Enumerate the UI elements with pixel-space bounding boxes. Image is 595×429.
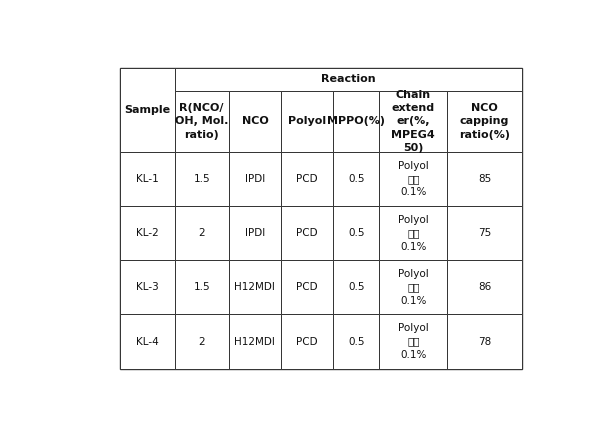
Bar <box>121 152 175 206</box>
Bar <box>333 152 379 206</box>
Bar <box>333 314 379 369</box>
Bar <box>121 314 175 369</box>
Text: 85: 85 <box>478 174 491 184</box>
Text: Polyol
대비
0.1%: Polyol 대비 0.1% <box>398 161 429 197</box>
Text: Sample: Sample <box>124 105 171 115</box>
Bar <box>281 152 333 206</box>
Text: NCO
capping
ratio(%): NCO capping ratio(%) <box>459 103 510 139</box>
Bar <box>175 91 229 152</box>
Text: PCD: PCD <box>296 174 318 184</box>
Bar <box>379 314 447 369</box>
Text: Polyol
대비
0.1%: Polyol 대비 0.1% <box>398 269 429 305</box>
Bar <box>229 206 281 260</box>
Bar <box>281 314 333 369</box>
Text: 75: 75 <box>478 228 491 239</box>
Text: IPDI: IPDI <box>245 228 265 239</box>
Bar <box>281 260 333 314</box>
Bar <box>281 206 333 260</box>
Bar <box>229 91 281 152</box>
Bar <box>175 206 229 260</box>
Text: 1.5: 1.5 <box>193 282 210 293</box>
Text: KL-1: KL-1 <box>136 174 159 184</box>
Bar <box>447 91 522 152</box>
Bar <box>333 206 379 260</box>
Bar <box>281 91 333 152</box>
Text: Reaction: Reaction <box>321 74 375 84</box>
Bar <box>447 260 522 314</box>
Text: 86: 86 <box>478 282 491 293</box>
Text: Polyol: Polyol <box>288 116 326 127</box>
Bar <box>175 152 229 206</box>
Text: PCD: PCD <box>296 228 318 239</box>
Text: Chain
extend
er(%,
MPEG4
50): Chain extend er(%, MPEG4 50) <box>392 90 435 153</box>
Bar <box>175 68 522 91</box>
Bar <box>333 91 379 152</box>
Text: PCD: PCD <box>296 282 318 293</box>
Text: 0.5: 0.5 <box>348 282 364 293</box>
Text: Polyol
대비
0.1%: Polyol 대비 0.1% <box>398 215 429 251</box>
Text: KL-4: KL-4 <box>136 336 159 347</box>
Bar <box>379 206 447 260</box>
Text: IPDI: IPDI <box>245 174 265 184</box>
Bar <box>379 152 447 206</box>
Text: NCO: NCO <box>242 116 268 127</box>
Bar <box>121 68 522 369</box>
Bar <box>121 68 175 152</box>
Text: PCD: PCD <box>296 336 318 347</box>
Text: 78: 78 <box>478 336 491 347</box>
Text: KL-3: KL-3 <box>136 282 159 293</box>
Bar <box>121 206 175 260</box>
Bar <box>229 314 281 369</box>
Bar <box>175 260 229 314</box>
Bar <box>379 260 447 314</box>
Text: 0.5: 0.5 <box>348 174 364 184</box>
Bar <box>229 260 281 314</box>
Bar <box>229 152 281 206</box>
Text: R(NCO/
OH, Mol.
ratio): R(NCO/ OH, Mol. ratio) <box>175 103 228 139</box>
Text: 0.5: 0.5 <box>348 336 364 347</box>
Text: Polyol
대비
0.1%: Polyol 대비 0.1% <box>398 323 429 360</box>
Bar <box>333 260 379 314</box>
Bar <box>175 314 229 369</box>
Text: H12MDI: H12MDI <box>234 282 275 293</box>
Text: 1.5: 1.5 <box>193 174 210 184</box>
Text: MPPO(%): MPPO(%) <box>327 116 385 127</box>
Bar <box>121 260 175 314</box>
Bar <box>379 91 447 152</box>
Text: 2: 2 <box>198 336 205 347</box>
Bar <box>447 314 522 369</box>
Text: 2: 2 <box>198 228 205 239</box>
Text: KL-2: KL-2 <box>136 228 159 239</box>
Bar <box>447 206 522 260</box>
Text: H12MDI: H12MDI <box>234 336 275 347</box>
Bar <box>447 152 522 206</box>
Text: 0.5: 0.5 <box>348 228 364 239</box>
